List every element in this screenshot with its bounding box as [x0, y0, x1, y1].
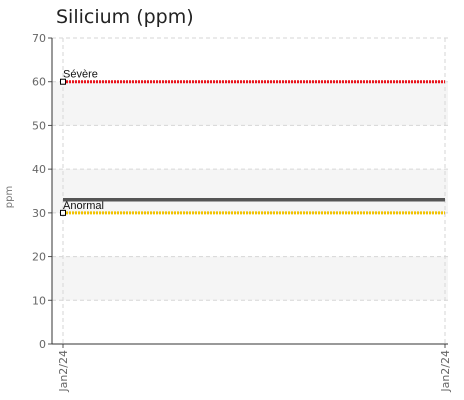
- threshold-lines: Sévère Anormal: [60, 69, 445, 216]
- grid-band: [52, 169, 448, 213]
- y-axis-label: ppm: [4, 186, 15, 208]
- grid-band: [52, 256, 448, 301]
- plot-bands: [52, 81, 448, 301]
- threshold-marker: [60, 209, 66, 216]
- threshold-label: Anormal: [63, 200, 104, 212]
- threshold-label: Sévère: [63, 69, 98, 81]
- y-tick-label: 40: [32, 163, 46, 176]
- threshold-marker: [60, 78, 66, 85]
- y-tick-label: 70: [32, 32, 46, 45]
- y-tick-label: 50: [32, 119, 46, 132]
- y-tick-label: 0: [39, 338, 46, 351]
- x-axis-ticks: Jan2/24 Jan2/24: [57, 344, 452, 393]
- y-tick-label: 10: [32, 294, 46, 307]
- y-tick-label: 60: [32, 76, 46, 89]
- y-axis-ticks: 0 10 20 30 40 50 60 70: [32, 32, 52, 351]
- grid-band: [52, 81, 448, 126]
- x-tick-label: Jan2/24: [439, 350, 452, 393]
- x-tick-label: Jan2/24: [57, 350, 70, 393]
- y-tick-label: 30: [32, 207, 46, 220]
- y-tick-label: 20: [32, 251, 46, 264]
- chart-title: Silicium (ppm): [56, 6, 194, 28]
- axes: [51, 38, 448, 345]
